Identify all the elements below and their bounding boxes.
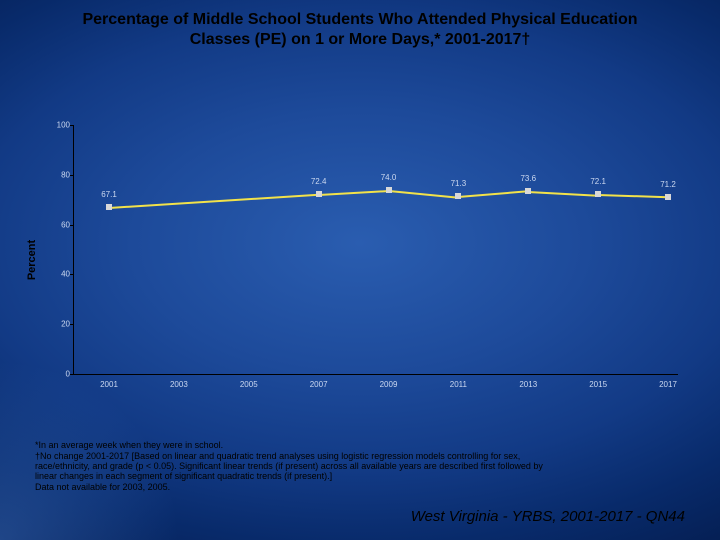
title-line-2: Classes (PE) on 1 or More Days,* 2001-20… (40, 30, 680, 50)
x-tick-label: 2015 (589, 380, 607, 389)
x-tick-label: 2011 (450, 380, 467, 389)
plot-region: 0204060801002001200320052007200920112013… (73, 125, 678, 375)
footnote-line-3: race/ethnicity, and grade (p < 0.05). Si… (35, 461, 685, 471)
data-point-label: 71.3 (451, 180, 467, 189)
data-point (665, 194, 671, 200)
source-citation: West Virginia - YRBS, 2001-2017 - QN44 (411, 508, 685, 525)
y-tick-mark (70, 324, 74, 325)
y-tick-label: 80 (52, 170, 70, 179)
line-segment (109, 194, 319, 209)
data-point-label: 73.6 (520, 174, 536, 183)
y-tick-mark (70, 274, 74, 275)
data-point (386, 187, 392, 193)
line-segment (319, 190, 389, 195)
title-line-1: Percentage of Middle School Students Who… (40, 10, 680, 30)
x-tick-label: 2005 (240, 380, 258, 389)
y-tick-label: 60 (52, 220, 70, 229)
y-tick-label: 0 (52, 370, 70, 379)
footnote-line-1: *In an average week when they were in sc… (35, 440, 685, 450)
chart-title: Percentage of Middle School Students Who… (40, 10, 680, 50)
line-segment (598, 194, 668, 198)
x-tick-label: 2009 (380, 380, 398, 389)
x-tick-label: 2003 (170, 380, 188, 389)
y-tick-label: 40 (52, 270, 70, 279)
chart-area: Percent 02040608010020012003200520072009… (48, 125, 678, 395)
data-point-label: 72.1 (590, 178, 606, 187)
x-tick-label: 2007 (310, 380, 328, 389)
data-point (316, 191, 322, 197)
x-tick-label: 2001 (100, 380, 118, 389)
data-point-label: 67.1 (101, 190, 117, 199)
data-point-label: 74.0 (381, 173, 397, 182)
data-point-label: 71.2 (660, 180, 676, 189)
footnote-line-4: linear changes in each segment of signif… (35, 471, 685, 481)
data-point (595, 191, 601, 197)
footnote-block: *In an average week when they were in sc… (35, 440, 685, 492)
data-point-label: 72.4 (311, 177, 327, 186)
x-tick-label: 2017 (659, 380, 677, 389)
y-tick-mark (70, 175, 74, 176)
y-tick-mark (70, 374, 74, 375)
y-tick-label: 20 (52, 320, 70, 329)
y-tick-mark (70, 125, 74, 126)
footnote-line-2: †No change 2001-2017 [Based on linear an… (35, 451, 685, 461)
line-segment (458, 191, 528, 198)
slide: Percentage of Middle School Students Who… (0, 0, 720, 540)
footnote-line-5: Data not available for 2003, 2005. (35, 482, 685, 492)
y-tick-mark (70, 225, 74, 226)
data-point (455, 193, 461, 199)
data-point (525, 188, 531, 194)
x-tick-label: 2013 (519, 380, 537, 389)
y-tick-label: 100 (52, 121, 70, 130)
line-segment (388, 190, 458, 198)
y-axis-label: Percent (26, 240, 38, 280)
line-segment (528, 191, 598, 196)
data-point (106, 204, 112, 210)
